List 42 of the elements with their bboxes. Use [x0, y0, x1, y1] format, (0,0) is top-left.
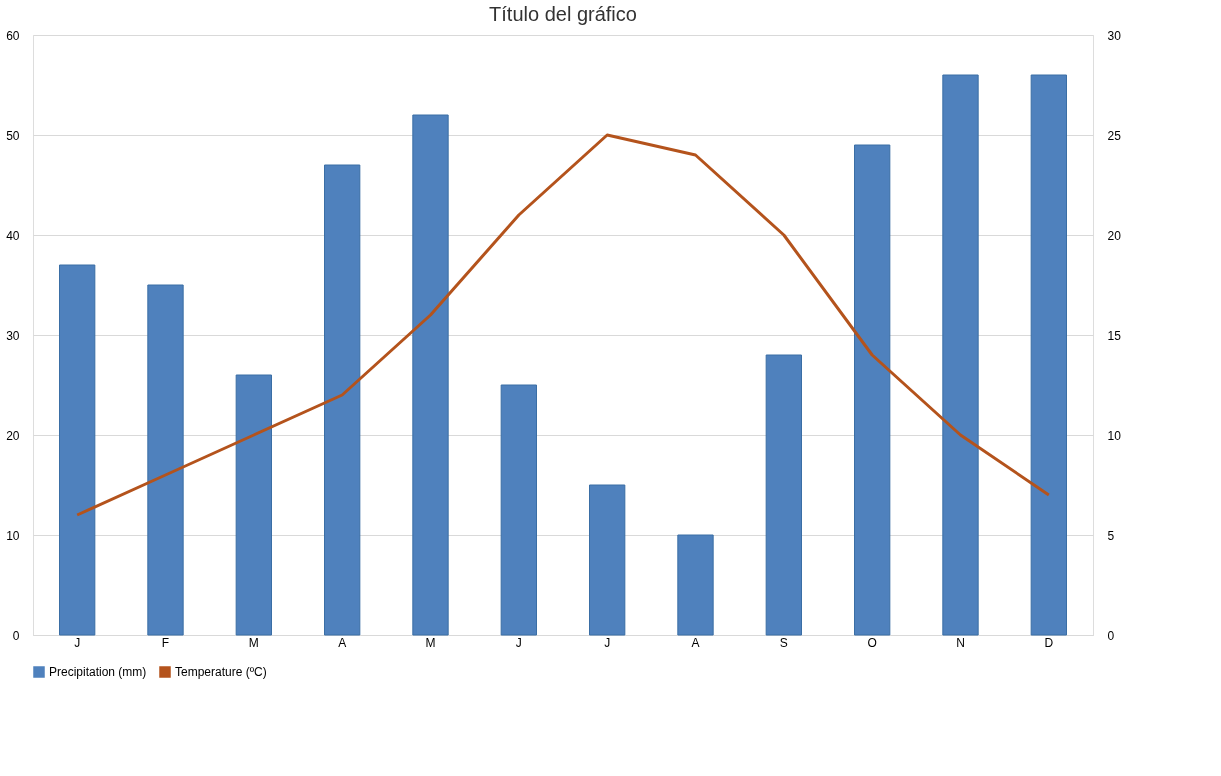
y2-tick-label: 30	[1107, 28, 1122, 43]
bar	[854, 144, 891, 636]
bar	[412, 114, 449, 636]
x-tick-label: A	[338, 635, 347, 650]
x-tick-label: N	[956, 635, 965, 650]
bar	[1030, 74, 1067, 636]
x-tick-label: J	[604, 635, 611, 650]
y2-tick-label: 0	[1107, 628, 1115, 643]
bar	[765, 354, 802, 636]
line-series	[75, 133, 1051, 517]
bar	[500, 384, 537, 636]
y-tick-label: 10	[6, 528, 20, 543]
bar	[942, 74, 979, 636]
x-tick-label: J	[74, 635, 81, 650]
x-tick-label: O	[867, 635, 877, 650]
bar	[324, 164, 361, 636]
x-tick-label: S	[779, 635, 788, 650]
x-tick-label: D	[1044, 635, 1054, 650]
y-tick-label: 50	[6, 128, 20, 143]
y2-tick-label: 20	[1107, 228, 1122, 243]
x-tick-label: J	[515, 635, 522, 650]
y2-tick-label: 15	[1107, 328, 1122, 343]
y2-tick-label: 10	[1107, 428, 1122, 443]
bar	[235, 374, 272, 636]
x-tick-label: M	[248, 635, 259, 650]
y-tick-label: 0	[12, 628, 20, 643]
bar	[147, 284, 184, 636]
x-tick-label: F	[161, 635, 170, 650]
bar	[677, 534, 714, 636]
y-tick-label: 40	[6, 228, 20, 243]
bar	[59, 264, 96, 636]
y-tick-label: 60	[6, 28, 20, 43]
bar	[589, 484, 626, 636]
x-tick-label: M	[425, 635, 436, 650]
y-tick-label: 20	[6, 428, 20, 443]
y-tick-label: 30	[6, 328, 20, 343]
y2-tick-label: 25	[1107, 128, 1122, 143]
x-tick-label: A	[691, 635, 700, 650]
chart-title: Título del gráfico	[489, 3, 637, 25]
y2-tick-label: 5	[1107, 528, 1115, 543]
legend-label: Temperature (ºC)	[175, 665, 267, 679]
legend-label: Precipitation (mm)	[49, 665, 147, 679]
